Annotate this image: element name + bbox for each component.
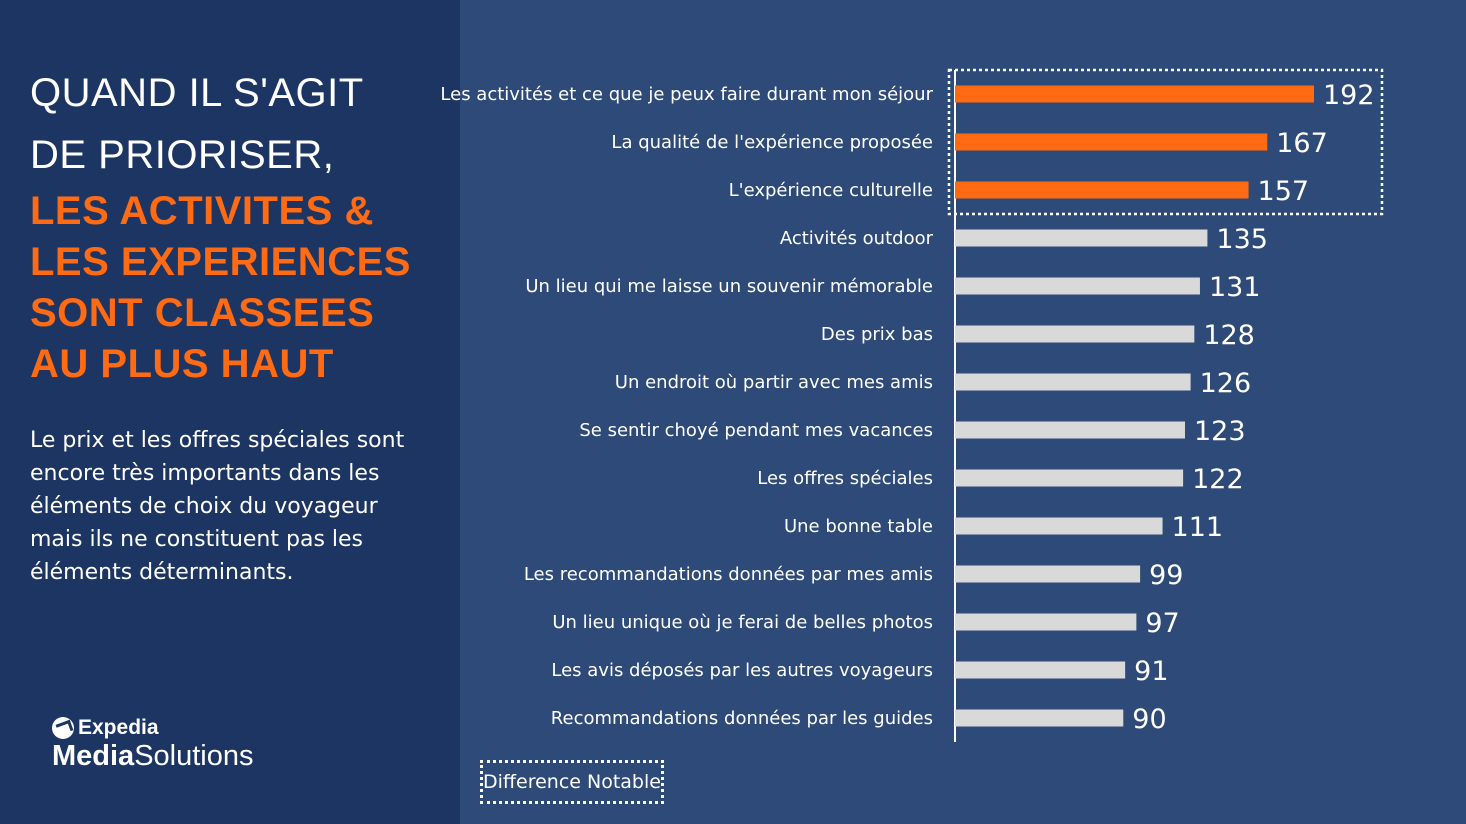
value-label: 157 <box>1258 176 1310 207</box>
category-label: Les activités et ce que je peux faire du… <box>440 84 933 105</box>
body-paragraph: Le prix et les offres spéciales sont enc… <box>30 428 405 585</box>
bar <box>955 709 1124 727</box>
category-label: Activités outdoor <box>780 228 934 249</box>
value-label: 126 <box>1200 368 1252 399</box>
legend-notable-difference: Difference Notable <box>480 760 664 804</box>
logo-expedia-text: Expedia <box>78 716 159 739</box>
bar <box>955 613 1137 631</box>
title-accent-line: LES ACTIVITES & <box>30 189 374 233</box>
value-label: 192 <box>1323 80 1375 111</box>
bar <box>955 133 1268 151</box>
value-label: 123 <box>1194 416 1246 447</box>
expedia-media-solutions-logo: Expedia MediaSolutions <box>52 716 254 771</box>
value-label: 122 <box>1192 464 1244 495</box>
title-accent-line: AU PLUS HAUT <box>30 342 334 386</box>
value-label: 99 <box>1149 560 1183 591</box>
category-label: Une bonne table <box>784 516 933 537</box>
bar <box>955 421 1185 439</box>
bar <box>955 85 1314 103</box>
highlight-box <box>947 68 1384 216</box>
category-label: Des prix bas <box>821 324 933 345</box>
value-label: 90 <box>1132 704 1166 735</box>
bar <box>955 373 1191 391</box>
category-label: Les avis déposés par les autres voyageur… <box>551 660 933 681</box>
bar <box>955 565 1141 583</box>
category-label: L'expérience culturelle <box>729 180 933 201</box>
bar <box>955 661 1126 679</box>
logo-media-text: Media <box>52 740 135 772</box>
bar <box>955 325 1195 343</box>
value-label: 97 <box>1145 608 1179 639</box>
value-label: 131 <box>1209 272 1261 303</box>
value-label: 111 <box>1172 512 1224 543</box>
bar <box>955 229 1208 247</box>
expedia-globe-icon <box>52 717 74 739</box>
title-line: QUAND IL S'AGIT <box>30 71 364 115</box>
value-label: 128 <box>1203 320 1255 351</box>
bar <box>955 181 1249 199</box>
left-panel <box>0 0 460 824</box>
bar <box>955 469 1184 487</box>
value-label: 167 <box>1276 128 1328 159</box>
logo-solutions-text: Solutions <box>134 740 254 772</box>
category-label: Un endroit où partir avec mes amis <box>615 372 933 393</box>
title-line: DE PRIORISER, <box>30 133 335 177</box>
category-label: Un lieu unique où je ferai de belles pho… <box>552 612 933 633</box>
bars-layer: Les activités et ce que je peux faire du… <box>440 68 1384 742</box>
category-label: Les recommandations données par mes amis <box>524 564 933 585</box>
value-label: 135 <box>1216 224 1268 255</box>
bar <box>955 517 1163 535</box>
title-accent-line: SONT CLASSEES <box>30 291 375 335</box>
category-label: Recommandations données par les guides <box>551 708 933 729</box>
page-title: QUAND IL S'AGIT DE PRIORISER, LES ACTIVI… <box>30 62 450 390</box>
bar <box>955 277 1200 295</box>
category-label: Se sentir choyé pendant mes vacances <box>579 420 933 441</box>
title-accent-line: LES EXPERIENCES <box>30 240 411 284</box>
category-label: Un lieu qui me laisse un souvenir mémora… <box>525 276 933 297</box>
category-label: Les offres spéciales <box>757 468 933 489</box>
category-label: La qualité de l'expérience proposée <box>611 132 933 153</box>
value-label: 91 <box>1134 656 1168 687</box>
